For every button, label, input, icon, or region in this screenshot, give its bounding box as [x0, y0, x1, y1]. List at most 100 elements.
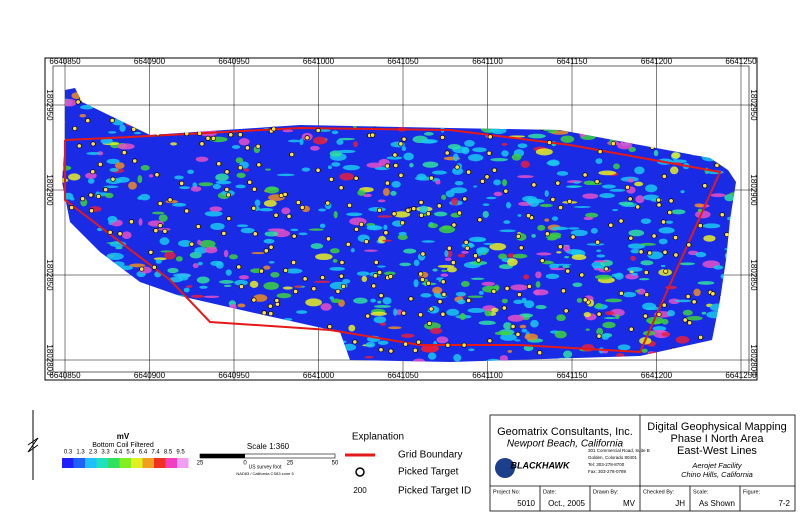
target	[391, 211, 397, 217]
target	[426, 320, 432, 326]
anomaly	[467, 295, 484, 298]
x-tick-label-bottom: 6641000	[303, 371, 335, 380]
target	[328, 176, 334, 182]
target	[411, 206, 417, 212]
anomaly	[521, 328, 528, 333]
anomaly	[343, 93, 360, 100]
target	[184, 208, 190, 214]
coordinate-labels: 6640850 6640850 6640900 6640900 6640950 66409…	[45, 57, 758, 380]
anomaly	[582, 193, 599, 199]
anomaly	[671, 152, 681, 159]
target	[444, 150, 450, 156]
target	[439, 134, 446, 140]
anomaly	[675, 335, 690, 344]
anomaly	[382, 297, 392, 305]
anomaly	[419, 205, 429, 214]
target	[150, 308, 156, 314]
y-tick-label-left: 1802950	[45, 89, 54, 121]
target	[596, 311, 602, 317]
x-tick-label-top: 6640950	[218, 57, 250, 66]
target	[491, 288, 497, 294]
address-line: Tel: 303-278-8700	[588, 462, 625, 467]
x-tick-label-top: 6641050	[387, 57, 419, 66]
anomaly	[432, 268, 438, 272]
anomaly	[629, 270, 634, 274]
anomaly	[537, 224, 546, 231]
field-value: 7-2	[778, 499, 790, 508]
anomaly	[478, 290, 484, 295]
target	[125, 337, 131, 343]
target	[596, 333, 602, 339]
anomaly	[481, 281, 496, 286]
target	[461, 342, 467, 348]
anomaly	[128, 181, 137, 190]
anomaly	[151, 211, 165, 215]
x-tick-label-bottom: 6641050	[387, 371, 419, 380]
y-tick-label-right: 1802950	[749, 89, 758, 121]
anomaly	[672, 159, 687, 164]
color-swatch	[131, 458, 143, 468]
target	[544, 231, 550, 237]
anomaly	[551, 84, 562, 86]
anomaly	[645, 306, 661, 310]
anomaly	[721, 317, 729, 326]
anomaly	[348, 94, 361, 102]
target	[724, 231, 730, 238]
anomaly	[596, 327, 604, 336]
anomaly	[500, 333, 517, 341]
target	[503, 188, 509, 194]
anomaly	[283, 317, 293, 321]
anomaly	[338, 107, 348, 113]
target	[518, 245, 524, 251]
field-label: Figure:	[743, 489, 761, 495]
anomaly	[432, 286, 443, 294]
target	[608, 222, 614, 228]
anomaly	[507, 350, 513, 353]
target	[377, 269, 383, 275]
anomaly	[464, 139, 475, 147]
target	[255, 143, 261, 149]
anomaly	[178, 274, 189, 281]
anomaly	[137, 100, 151, 108]
color-label: 6.4	[139, 450, 148, 456]
anomaly	[693, 288, 701, 297]
anomaly	[724, 252, 729, 260]
anomaly	[281, 207, 291, 215]
anomaly	[264, 231, 279, 237]
target	[647, 250, 653, 256]
anomaly	[395, 90, 402, 98]
grid-boundary	[64, 126, 722, 354]
anomaly	[576, 115, 585, 123]
anomaly	[520, 160, 530, 169]
anomaly	[506, 102, 518, 106]
anomaly	[556, 314, 566, 322]
anomaly	[395, 309, 403, 315]
anomaly	[568, 227, 580, 230]
anomaly	[400, 333, 415, 338]
anomaly	[727, 216, 732, 221]
scale-label: 25	[287, 461, 294, 467]
color-swatch	[108, 458, 120, 468]
anomaly	[201, 88, 208, 92]
anomaly	[378, 235, 387, 244]
anomaly	[152, 321, 160, 326]
anomaly	[409, 162, 414, 168]
anomaly	[254, 199, 261, 207]
anomaly	[296, 310, 308, 314]
anomaly	[493, 179, 501, 186]
anomaly	[526, 197, 534, 205]
anomaly	[601, 184, 616, 189]
anomaly	[545, 234, 562, 240]
anomaly	[635, 289, 641, 293]
anomaly	[467, 154, 484, 162]
target	[90, 141, 96, 147]
anomaly	[535, 122, 552, 126]
anomaly	[723, 359, 736, 362]
anomaly	[535, 281, 541, 288]
anomaly	[427, 223, 439, 229]
anomaly	[299, 138, 304, 146]
target	[685, 293, 691, 299]
anomaly	[501, 150, 509, 157]
anomaly	[197, 261, 203, 266]
target	[142, 123, 148, 129]
